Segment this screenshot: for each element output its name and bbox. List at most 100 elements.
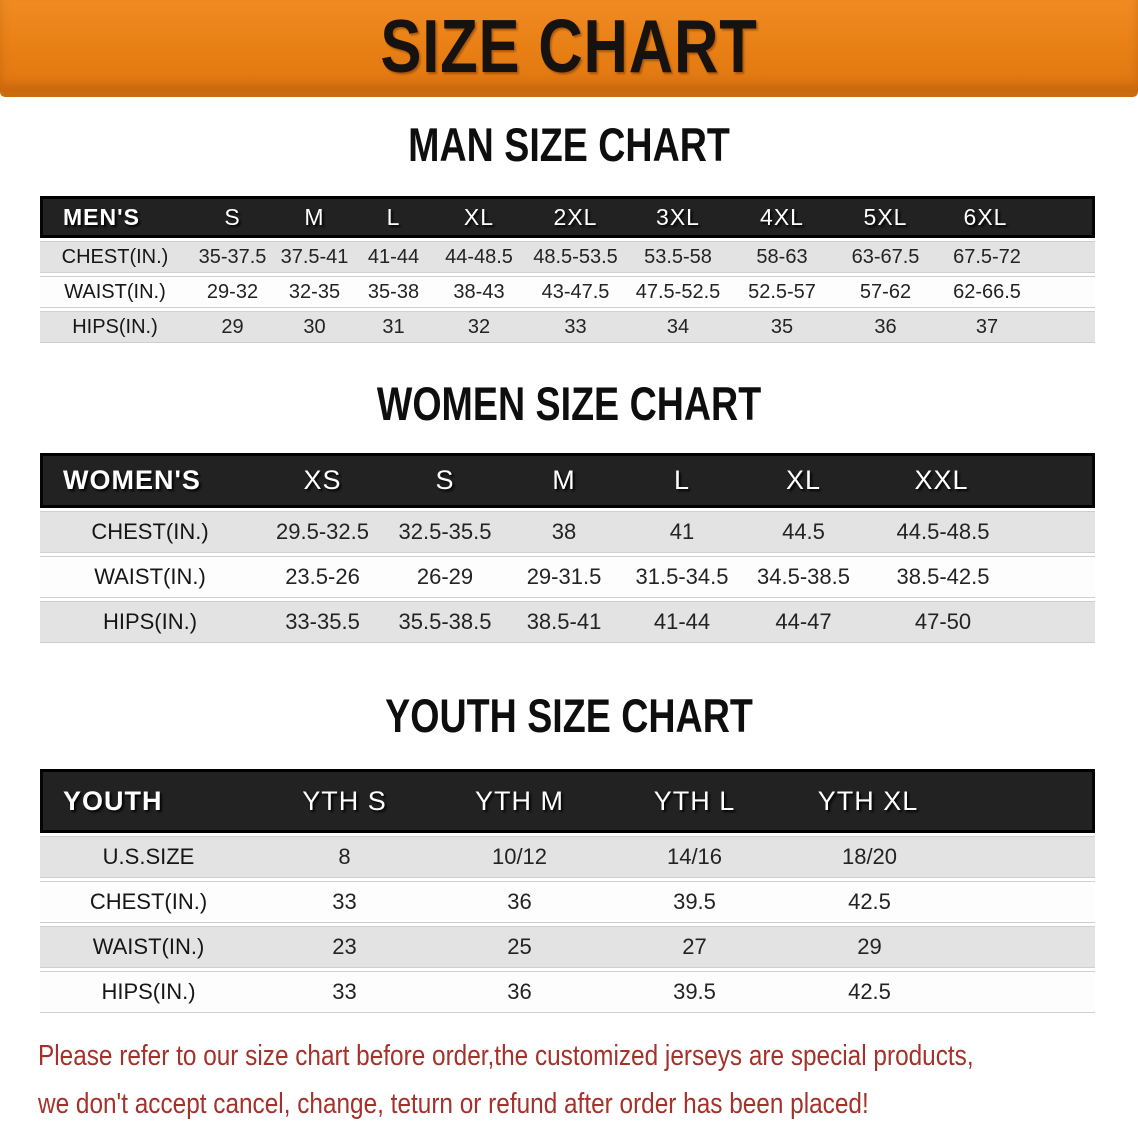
- size-value-cell: 37: [937, 311, 1095, 343]
- row-label: WAIST(IN.): [40, 556, 260, 598]
- size-value-cell: 23: [257, 926, 432, 968]
- banner-title: SIZE CHART: [380, 4, 758, 88]
- col-header: L: [623, 453, 741, 508]
- col-header: M: [275, 196, 354, 238]
- size-value-cell: 41-44: [623, 601, 741, 643]
- table-row: CHEST(IN.) 29.5-32.5 32.5-35.5 38 41 44.…: [40, 511, 1095, 553]
- size-value-cell: 62-66.5: [937, 276, 1095, 308]
- women-size-table: WOMEN'S XS S M L XL XXL CHEST(IN.) 29.5-…: [40, 450, 1095, 646]
- row-label: HIPS(IN.): [40, 311, 190, 343]
- women-table-header-row: WOMEN'S XS S M L XL XXL: [40, 453, 1095, 508]
- youth-section: YOUTH SIZE CHART YOUTH YTH S YTH M YTH L…: [0, 688, 1138, 1016]
- col-header: L: [354, 196, 433, 238]
- size-value-cell: 26-29: [385, 556, 505, 598]
- size-value-cell: 8: [257, 836, 432, 878]
- table-row: HIPS(IN.) 33 36 39.5 42.5: [40, 971, 1095, 1013]
- men-table-header-row: MEN'S S M L XL 2XL 3XL 4XL 5XL 6XL: [40, 196, 1095, 238]
- women-section-heading: WOMEN SIZE CHART: [376, 377, 762, 430]
- row-label: CHEST(IN.): [40, 511, 260, 553]
- size-value-cell: 32.5-35.5: [385, 511, 505, 553]
- disclaimer-text: Please refer to our size chart before or…: [38, 1032, 1138, 1128]
- banner: SIZE CHART: [0, 0, 1138, 97]
- size-value-cell: 35.5-38.5: [385, 601, 505, 643]
- size-value-cell: 31: [354, 311, 433, 343]
- table-row: U.S.SIZE 8 10/12 14/16 18/20: [40, 836, 1095, 878]
- size-value-cell: 29: [782, 926, 1095, 968]
- size-value-cell: 29.5-32.5: [260, 511, 385, 553]
- row-label: HIPS(IN.): [40, 601, 260, 643]
- size-value-cell: 52.5-57: [730, 276, 834, 308]
- col-header: YTH XL: [782, 769, 1095, 833]
- size-value-cell: 44.5: [741, 511, 866, 553]
- col-header: 5XL: [834, 196, 937, 238]
- size-value-cell: 37.5-41: [275, 241, 354, 273]
- size-value-cell: 29-32: [190, 276, 275, 308]
- table-group-label: MEN'S: [40, 196, 190, 238]
- youth-table-header-row: YOUTH YTH S YTH M YTH L YTH XL: [40, 769, 1095, 833]
- size-value-cell: 38: [505, 511, 623, 553]
- size-value-cell: 33: [525, 311, 626, 343]
- size-value-cell: 35-37.5: [190, 241, 275, 273]
- size-value-cell: 53.5-58: [626, 241, 730, 273]
- size-value-cell: 25: [432, 926, 607, 968]
- disclaimer-line-1: Please refer to our size chart before or…: [38, 1040, 974, 1072]
- men-section-heading: MAN SIZE CHART: [408, 118, 730, 171]
- size-value-cell: 30: [275, 311, 354, 343]
- col-header: 4XL: [730, 196, 834, 238]
- row-label: CHEST(IN.): [40, 241, 190, 273]
- size-value-cell: 32: [433, 311, 525, 343]
- col-header: YTH S: [257, 769, 432, 833]
- youth-size-table: YOUTH YTH S YTH M YTH L YTH XL U.S.SIZE …: [40, 766, 1095, 1016]
- col-header: 2XL: [525, 196, 626, 238]
- size-value-cell: 34: [626, 311, 730, 343]
- size-value-cell: 18/20: [782, 836, 1095, 878]
- table-row: WAIST(IN.) 23 25 27 29: [40, 926, 1095, 968]
- size-value-cell: 36: [432, 971, 607, 1013]
- size-value-cell: 47-50: [866, 601, 1095, 643]
- table-group-label: WOMEN'S: [40, 453, 260, 508]
- size-value-cell: 44-47: [741, 601, 866, 643]
- row-label: U.S.SIZE: [40, 836, 257, 878]
- col-header: YTH M: [432, 769, 607, 833]
- size-value-cell: 57-62: [834, 276, 937, 308]
- col-header: XS: [260, 453, 385, 508]
- size-value-cell: 36: [834, 311, 937, 343]
- table-row: CHEST(IN.) 35-37.5 37.5-41 41-44 44-48.5…: [40, 241, 1095, 273]
- size-value-cell: 33: [257, 881, 432, 923]
- col-header: XL: [433, 196, 525, 238]
- size-value-cell: 39.5: [607, 881, 782, 923]
- youth-section-heading: YOUTH SIZE CHART: [385, 689, 753, 742]
- size-value-cell: 35: [730, 311, 834, 343]
- size-value-cell: 33-35.5: [260, 601, 385, 643]
- men-section: MAN SIZE CHART MEN'S S M L XL 2XL 3XL 4X…: [0, 117, 1138, 346]
- size-value-cell: 29: [190, 311, 275, 343]
- col-header: 3XL: [626, 196, 730, 238]
- row-label: WAIST(IN.): [40, 926, 257, 968]
- size-value-cell: 33: [257, 971, 432, 1013]
- table-row: HIPS(IN.) 29 30 31 32 33 34 35 36 37: [40, 311, 1095, 343]
- size-value-cell: 27: [607, 926, 782, 968]
- row-label: CHEST(IN.): [40, 881, 257, 923]
- size-value-cell: 29-31.5: [505, 556, 623, 598]
- size-value-cell: 42.5: [782, 881, 1095, 923]
- col-header: S: [190, 196, 275, 238]
- size-value-cell: 38-43: [433, 276, 525, 308]
- size-value-cell: 44-48.5: [433, 241, 525, 273]
- col-header: YTH L: [607, 769, 782, 833]
- size-value-cell: 47.5-52.5: [626, 276, 730, 308]
- row-label: HIPS(IN.): [40, 971, 257, 1013]
- table-row: CHEST(IN.) 33 36 39.5 42.5: [40, 881, 1095, 923]
- women-section: WOMEN SIZE CHART WOMEN'S XS S M L XL XXL…: [0, 376, 1138, 646]
- col-header: XXL: [866, 453, 1095, 508]
- row-label: WAIST(IN.): [40, 276, 190, 308]
- table-row: WAIST(IN.) 23.5-26 26-29 29-31.5 31.5-34…: [40, 556, 1095, 598]
- size-value-cell: 38.5-41: [505, 601, 623, 643]
- col-header: M: [505, 453, 623, 508]
- size-value-cell: 34.5-38.5: [741, 556, 866, 598]
- size-value-cell: 10/12: [432, 836, 607, 878]
- size-value-cell: 48.5-53.5: [525, 241, 626, 273]
- size-value-cell: 39.5: [607, 971, 782, 1013]
- col-header: XL: [741, 453, 866, 508]
- size-value-cell: 44.5-48.5: [866, 511, 1095, 553]
